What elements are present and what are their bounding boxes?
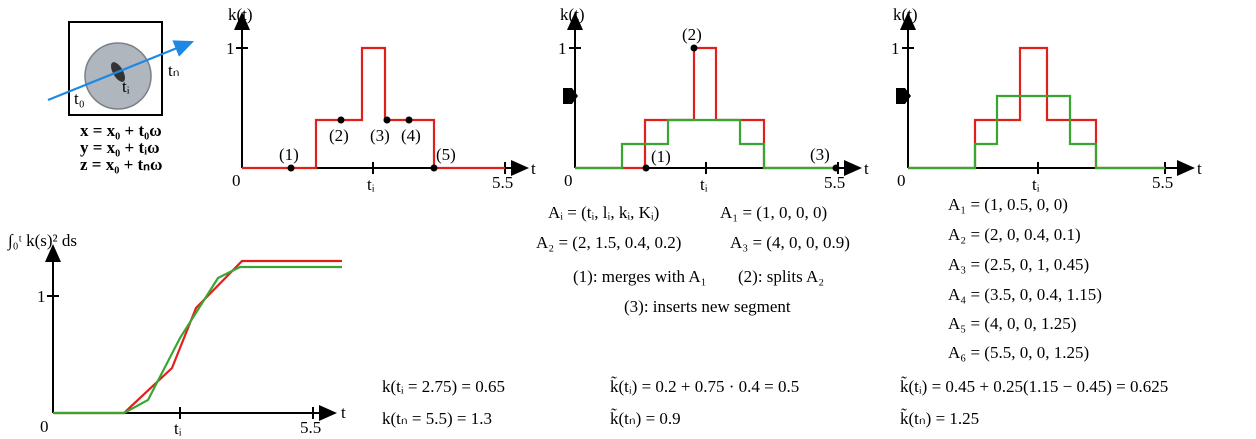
tick-label: 5.5: [1152, 173, 1173, 192]
point-label: (2): [329, 126, 349, 145]
refined-segments: A₁ = (1, 0.5, 0, 0) A₂ = (2, 0, 0.4, 0.1…: [948, 195, 1102, 362]
segment: A₂ = (2, 1.5, 0.4, 0.2): [536, 233, 681, 252]
sensor-icon: t₀ tᵢ tₙ x = x₀ + t₀ω y = x₀ + tᵢω z = x…: [47, 21, 195, 174]
equation: x = x₀ + t₀ω: [80, 121, 162, 140]
tick-label: tᵢ: [700, 175, 708, 194]
tick-label: 0: [564, 171, 573, 190]
result: k(tᵢ = 2.75) = 0.65: [382, 377, 505, 396]
point-label: (5): [436, 145, 456, 164]
tick-label: 0: [40, 417, 49, 436]
label: t₀: [74, 89, 85, 108]
tick-label: 5.5: [492, 173, 513, 192]
axis-label: t: [864, 159, 869, 178]
note: (3): inserts new segment: [624, 297, 791, 316]
point-label: (1): [279, 145, 299, 164]
result: k̃(tₙ) = 0.9: [610, 409, 681, 428]
definition: Aᵢ = (tᵢ, lᵢ, kᵢ, Kᵢ): [548, 203, 659, 222]
segment: A₃ = (2.5, 0, 1, 0.45): [948, 255, 1089, 274]
equation: z = x₀ + tₙω: [80, 155, 162, 174]
results: k(tᵢ = 2.75) = 0.65 k(tₙ = 5.5) = 1.3 k̃…: [382, 377, 1168, 428]
point-label: (1): [651, 147, 671, 166]
point-label: (2): [682, 25, 702, 44]
segment: A₆ = (5.5, 0, 0, 1.25): [948, 343, 1089, 362]
segment: A₄ = (3.5, 0, 0.4, 1.15): [948, 285, 1102, 304]
tick-label: 0: [232, 171, 241, 190]
note: (2): splits A₂: [738, 267, 824, 286]
tick-label: 1: [37, 287, 46, 306]
point-label: (3): [370, 126, 390, 145]
tick-label: tᵢ: [174, 419, 182, 438]
segments: Aᵢ = (tᵢ, lᵢ, kᵢ, Kᵢ) A₁ = (1, 0, 0, 0) …: [536, 203, 850, 316]
point-label: (4): [401, 126, 421, 145]
axis-label: ∫₀ᵗ k(s)² ds: [7, 231, 77, 251]
axis-label: t: [531, 159, 536, 178]
plot-3: k(t) 1 0 tᵢ 5.5 t: [891, 5, 1202, 194]
tick-label: tᵢ: [367, 175, 375, 194]
axis-label: k(t): [228, 5, 253, 24]
axis-label: t: [1197, 159, 1202, 178]
segment: A₂ = (2, 0, 0.4, 0.1): [948, 225, 1081, 244]
segment: A₃ = (4, 0, 0, 0.9): [730, 233, 850, 252]
tick-label: 1: [891, 39, 900, 58]
result: k̃(tₙ) = 1.25: [900, 409, 979, 428]
integral-plot: ∫₀ᵗ k(s)² ds 1 0 tᵢ 5.5 t: [7, 231, 346, 438]
axis-label: k(t): [560, 5, 585, 24]
tick-label: 0: [897, 171, 906, 190]
tick-label: 5.5: [824, 173, 845, 192]
plot-2: k(t) 1 0 tᵢ 5.5 t (1) (2) (3): [558, 5, 869, 194]
tick-label: tᵢ: [1032, 175, 1040, 194]
tick-label: 1: [558, 39, 567, 58]
label: tₙ: [168, 61, 180, 80]
note: (1): merges with A₁: [573, 267, 707, 286]
tick-label: 5.5: [300, 418, 321, 437]
equation: y = x₀ + tᵢω: [80, 138, 160, 157]
axis-label: t: [341, 403, 346, 422]
result: k̃(tᵢ) = 0.2 + 0.75 · 0.4 = 0.5: [610, 377, 799, 396]
axis-label: k(t): [893, 5, 918, 24]
label: tᵢ: [122, 77, 130, 96]
segment: A₅ = (4, 0, 0, 1.25): [948, 314, 1076, 333]
segment: A₁ = (1, 0, 0, 0): [720, 203, 827, 222]
segment: A₁ = (1, 0.5, 0, 0): [948, 195, 1068, 214]
result: k(tₙ = 5.5) = 1.3: [382, 409, 492, 428]
point-label: (3): [810, 145, 830, 164]
result: k̃(tᵢ) = 0.45 + 0.25(1.15 − 0.45) = 0.62…: [900, 377, 1168, 396]
tick-label: 1: [226, 39, 235, 58]
plot-1: k(t) 1 0 tᵢ 5.5 t (1) (2) (3) (4) (5): [226, 5, 536, 194]
